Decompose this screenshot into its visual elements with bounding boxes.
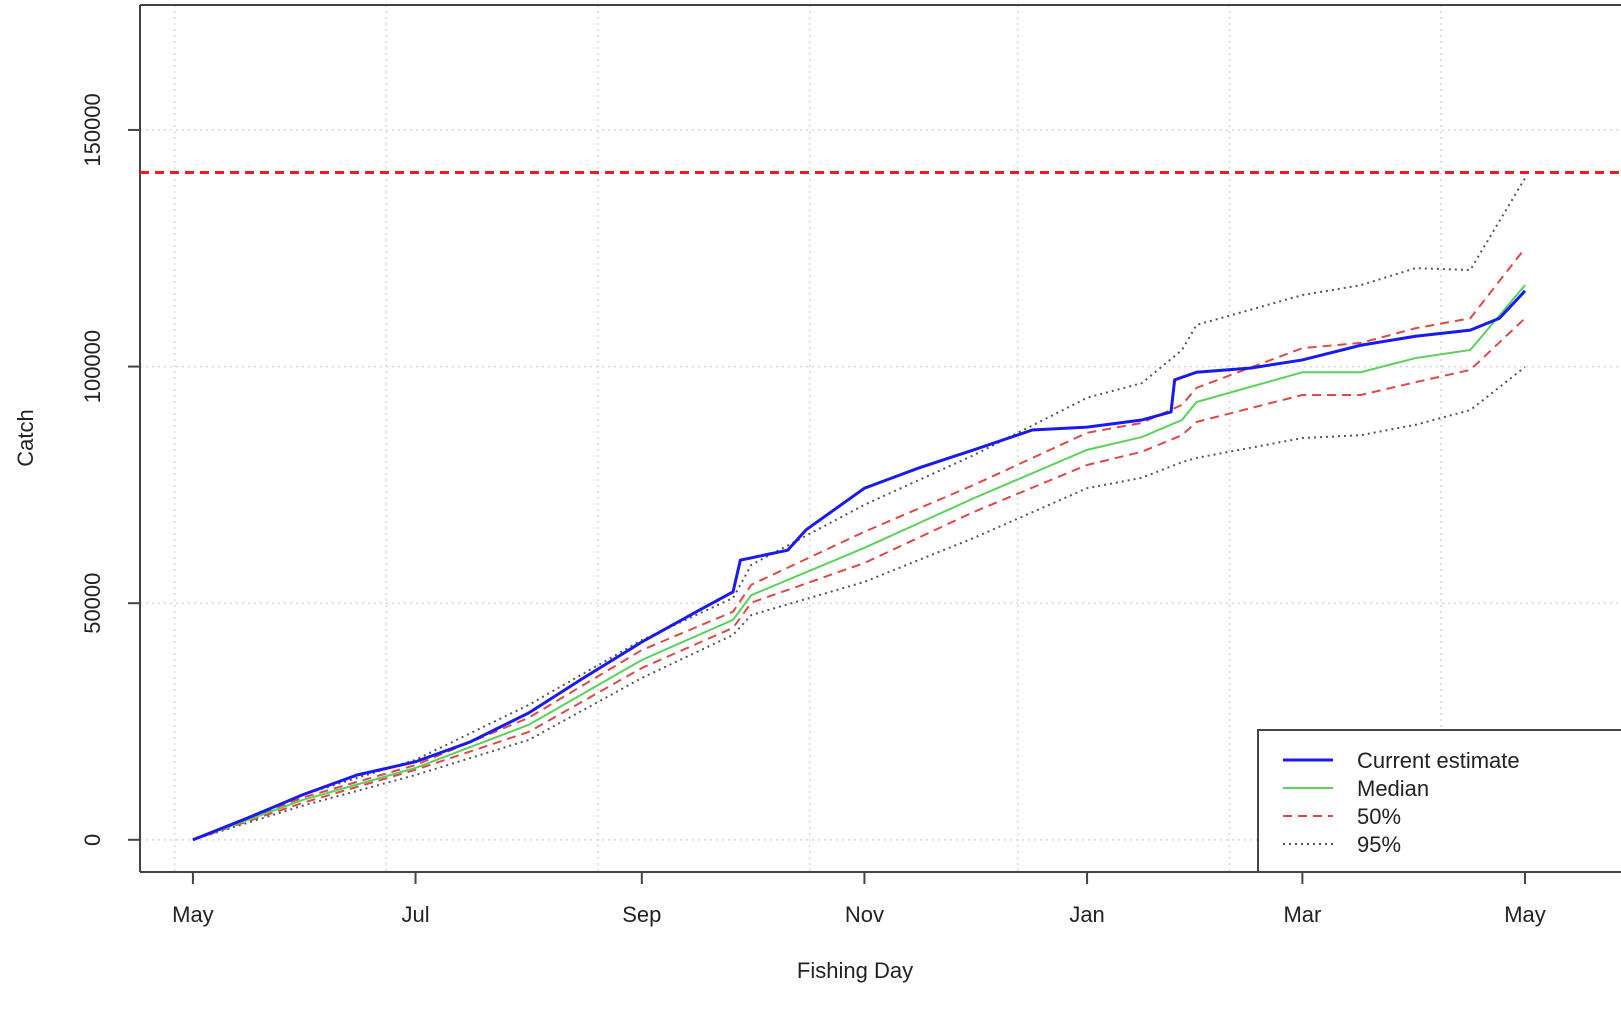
x-tick-label: Nov: [845, 902, 884, 927]
legend-box: [1257, 729, 1621, 873]
series-line: [192, 289, 1527, 842]
x-axis-label: Fishing Day: [797, 958, 913, 983]
x-tick-label: Jul: [401, 902, 429, 927]
y-tick-group: 50000: [80, 573, 105, 634]
series-line: [192, 284, 1526, 841]
y-tick-group: 0: [80, 834, 105, 846]
y-tick-label: 150000: [80, 93, 105, 166]
series-line: [192, 366, 1526, 841]
x-tick-label: Sep: [622, 902, 661, 927]
x-tick-label: May: [1504, 902, 1546, 927]
legend-label: 50%: [1357, 804, 1401, 829]
y-tick-label: 50000: [80, 573, 105, 634]
y-tick-group: 100000: [80, 330, 105, 403]
legend-label: Current estimate: [1357, 748, 1520, 773]
series-line: [192, 317, 1526, 841]
series-line: [192, 177, 1526, 841]
y-tick-group: 150000: [80, 93, 105, 166]
y-axis-label: Catch: [13, 409, 38, 466]
y-tick-label: 0: [80, 834, 105, 846]
x-tick-label: Jan: [1069, 902, 1104, 927]
legend-label: 95%: [1357, 832, 1401, 857]
y-tick-label: 100000: [80, 330, 105, 403]
x-tick-label: Mar: [1283, 902, 1321, 927]
x-tick-label: May: [172, 902, 214, 927]
series-line: [192, 247, 1526, 841]
legend-label: Median: [1357, 776, 1429, 801]
